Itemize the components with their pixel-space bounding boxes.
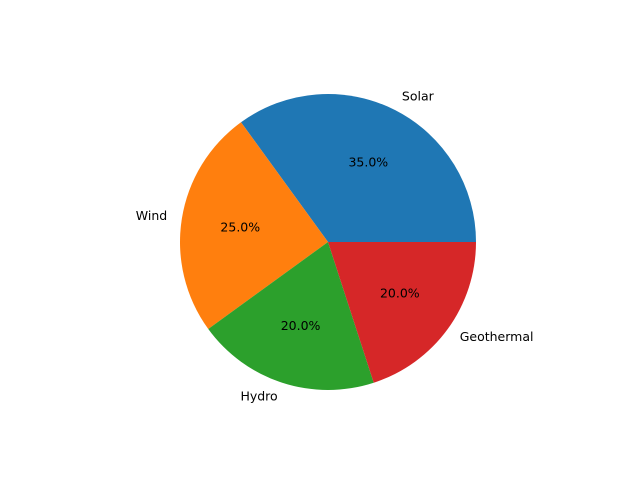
pie-slice-hydro (208, 242, 374, 391)
slice-percent-geothermal: 20.0% (380, 286, 420, 301)
pie-slice-wind (180, 122, 328, 329)
slice-percent-hydro: 20.0% (281, 318, 321, 333)
pie-slice-geothermal (328, 242, 476, 383)
slice-label-geothermal: Geothermal (460, 329, 534, 344)
slice-percent-solar: 35.0% (348, 154, 388, 169)
pie-slices (180, 94, 477, 391)
slice-label-hydro: Hydro (240, 388, 277, 403)
slice-label-wind: Wind (136, 208, 167, 223)
slice-percent-wind: 25.0% (220, 220, 260, 235)
pie-labels: Solar 35.0% Wind 25.0% Hydro 20.0% Geothermal 2… (136, 88, 534, 403)
slice-label-solar: Solar (402, 88, 435, 103)
pie-slice-solar (241, 94, 477, 242)
